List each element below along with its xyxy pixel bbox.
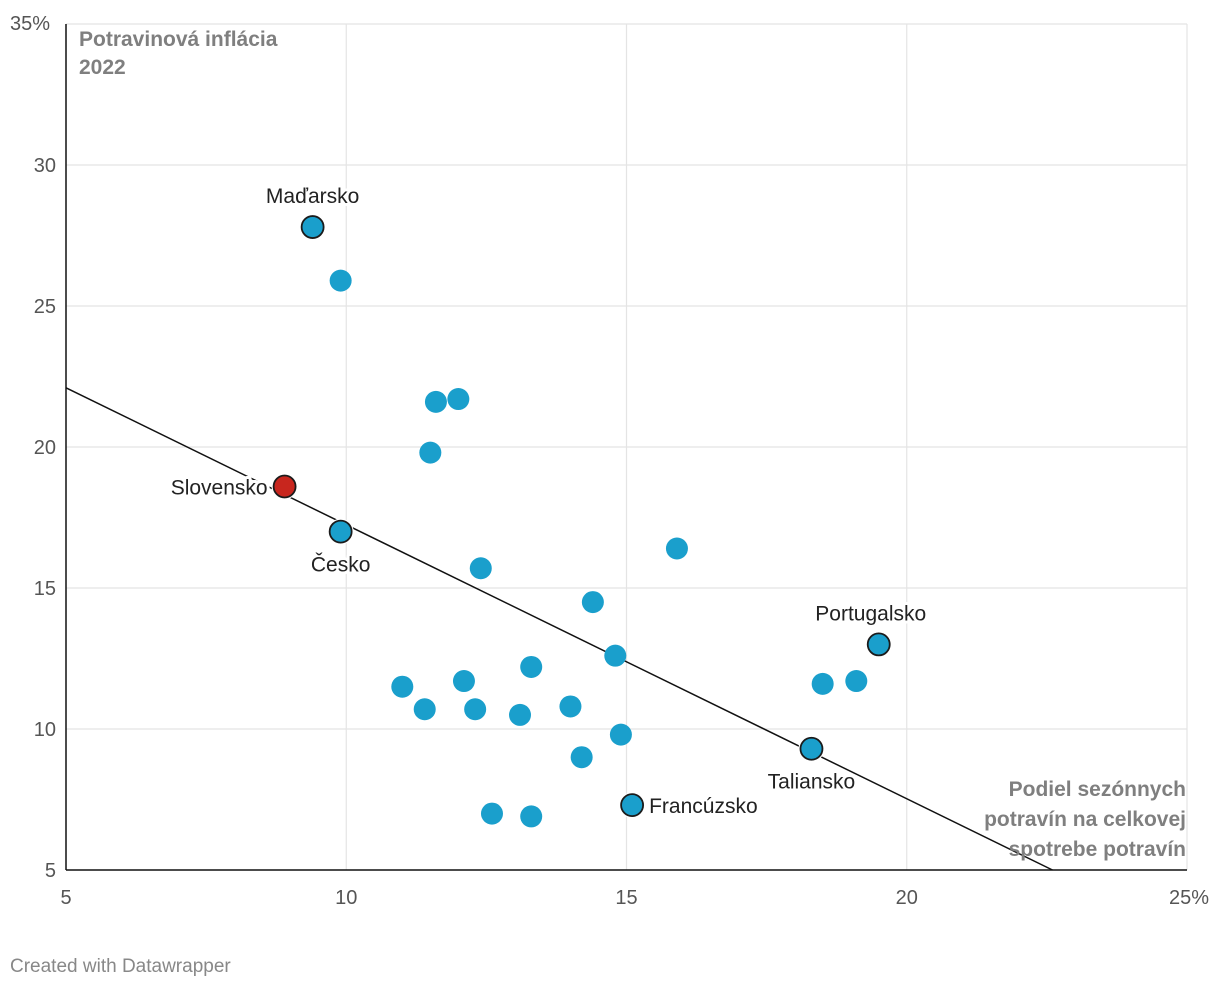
data-point <box>665 537 688 560</box>
data-point-labeled <box>799 736 824 761</box>
x-tick-label: 20 <box>896 887 918 909</box>
x-tick-label: 5 <box>60 887 71 909</box>
point-label: Slovensko <box>171 476 268 499</box>
data-point <box>570 746 593 769</box>
data-point <box>604 644 627 667</box>
x-tick-label: 10 <box>335 887 357 909</box>
y-axis-title-line-1: Potravinová inflácia <box>79 28 278 51</box>
data-point <box>845 670 868 693</box>
axes <box>65 24 1187 871</box>
point-labels: Maďarsko Slovensko Česko Francúzsko Taliansk… <box>168 182 929 821</box>
trendline-group <box>65 387 1053 871</box>
y-tick-label: 30 <box>34 155 56 177</box>
data-point-labeled <box>300 215 325 239</box>
data-point <box>447 388 470 411</box>
point-label: Francúzsko <box>649 795 758 818</box>
y-axis-title-line-2: 2022 <box>79 56 126 79</box>
y-tick-label: 35% <box>10 13 50 35</box>
footer-credit: Created with Datawrapper <box>10 956 231 977</box>
data-point <box>424 390 447 413</box>
x-axis-title-line-2: potravín na celkovej <box>984 808 1186 831</box>
data-point-labeled <box>866 632 891 657</box>
data-point <box>391 675 414 698</box>
point-label: Taliansko <box>768 771 856 794</box>
x-tick-label: 15 <box>615 887 637 909</box>
data-point <box>480 802 503 825</box>
y-tick-label: 15 <box>34 578 56 600</box>
data-point <box>419 441 442 464</box>
data-point-labeled <box>620 793 645 818</box>
scatter-chart: 5 10 15 20 25% 5 10 15 20 25 30 35% Maďarsko Slovens… <box>10 13 1209 909</box>
tick-labels: 5 10 15 20 25% 5 10 15 20 25 30 35% <box>10 13 1209 909</box>
data-point-highlight <box>272 474 297 499</box>
data-point <box>413 698 436 721</box>
data-point <box>581 591 604 614</box>
point-label: Česko <box>311 554 371 577</box>
x-axis-title-line-3: spotrebe potravín <box>1009 838 1186 861</box>
data-point-labeled <box>328 519 353 544</box>
point-label: Portugalsko <box>815 602 926 625</box>
y-tick-label: 20 <box>34 437 56 459</box>
data-points <box>271 214 892 828</box>
data-point <box>452 670 475 693</box>
y-tick-label: 25 <box>34 296 56 318</box>
data-point <box>464 698 487 721</box>
data-point <box>609 723 632 746</box>
data-point <box>509 703 532 726</box>
data-point <box>469 557 492 580</box>
x-axis-title-line-1: Podiel sezónnych <box>1009 778 1186 801</box>
data-point <box>559 695 582 718</box>
data-point <box>811 672 834 695</box>
x-tick-label: 25% <box>1169 887 1209 909</box>
point-label: Maďarsko <box>266 185 359 208</box>
trend-line <box>65 387 1053 871</box>
data-point <box>520 655 543 678</box>
y-tick-label: 10 <box>34 719 56 741</box>
y-tick-label: 5 <box>45 860 56 882</box>
data-point <box>520 805 543 828</box>
data-point <box>329 269 352 292</box>
